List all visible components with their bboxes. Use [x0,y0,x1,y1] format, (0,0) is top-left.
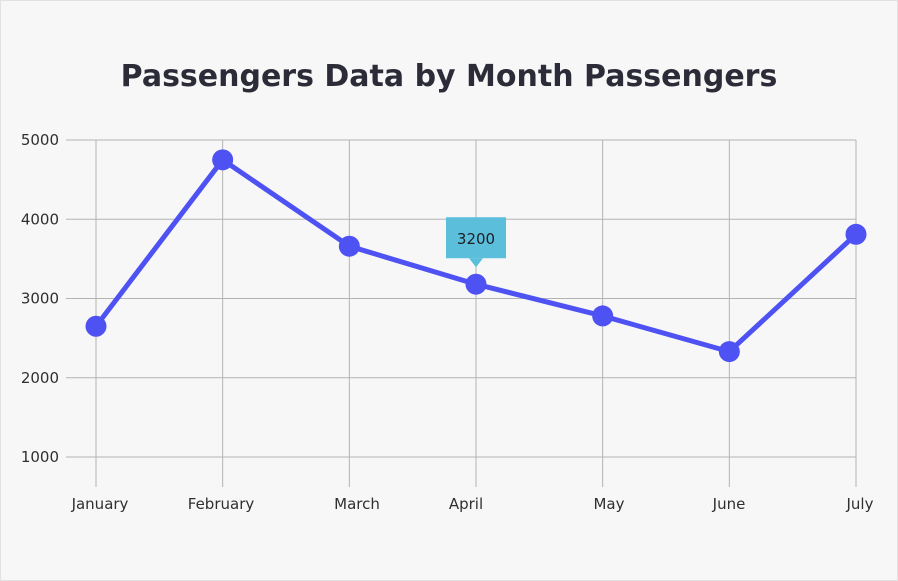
tooltip-box [446,217,506,259]
data-point [592,305,614,327]
y-tick-label: 1000 [21,448,59,466]
data-point [465,273,487,295]
data-point [85,315,107,337]
y-tick-label: 5000 [21,131,59,149]
y-tick-label: 3000 [21,290,59,308]
x-tick-label: March [334,495,380,513]
x-tick-label: May [593,495,624,513]
x-tick-label: April [449,495,483,513]
data-point [718,341,740,363]
y-tick-label: 2000 [21,369,59,387]
data-point [212,149,234,171]
tooltip-label: 3200 [457,230,495,248]
y-tick-label: 4000 [21,210,59,228]
x-tick-label: June [712,495,746,513]
tooltip-pointer [469,258,483,268]
data-point [338,235,360,257]
x-tick-label: January [71,495,129,513]
data-point [845,223,867,245]
x-tick-label: February [188,495,255,513]
chart-title: Passengers Data by Month Passengers [120,59,778,94]
x-tick-label: July [846,495,874,513]
